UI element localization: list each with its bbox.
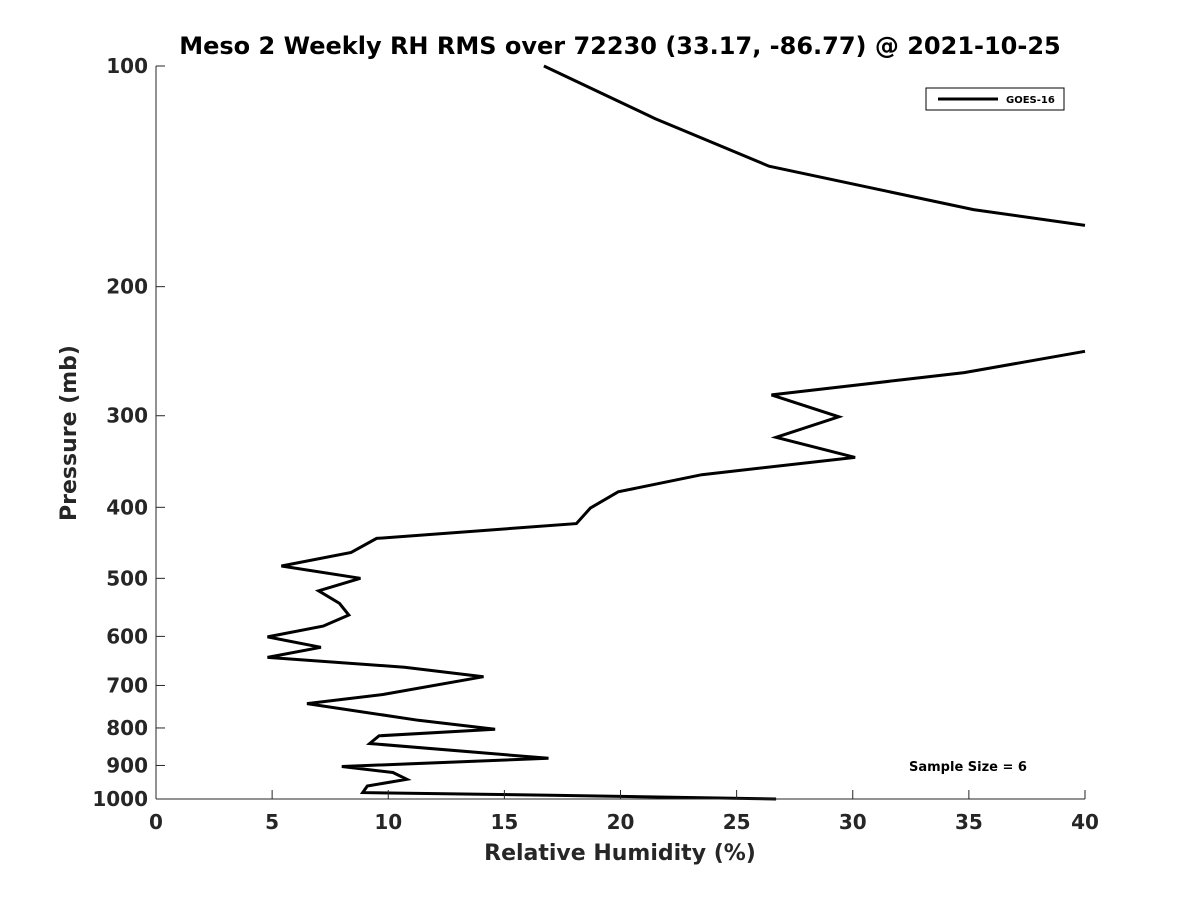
y-tick-label: 1000	[92, 787, 148, 811]
y-tick-label: 900	[106, 753, 148, 777]
y-tick-label: 100	[106, 54, 148, 78]
plot-area	[267, 64, 1086, 801]
y-tick-label: 300	[106, 404, 148, 428]
y-tick-label: 500	[106, 566, 148, 590]
chart-title: Meso 2 Weekly RH RMS over 72230 (33.17, …	[179, 32, 1061, 60]
x-tick-label: 0	[149, 810, 163, 834]
x-tick-label: 30	[839, 810, 867, 834]
legend-label-goes16: GOES-16	[1006, 95, 1055, 106]
x-tick-label: 15	[490, 810, 518, 834]
x-axis: 0 5 10 15 20 25 30 35 40	[149, 790, 1099, 834]
y-tick-label: 600	[106, 624, 148, 648]
x-tick-label: 35	[955, 810, 983, 834]
x-tick-label: 40	[1071, 810, 1099, 834]
x-tick-label: 5	[265, 810, 279, 834]
y-tick-label: 200	[106, 275, 148, 299]
series-line-goes16-segment-1	[543, 64, 1086, 227]
x-tick-label: 10	[374, 810, 402, 834]
x-tick-label: 20	[607, 810, 635, 834]
y-tick-label: 400	[106, 495, 148, 519]
y-axis-label: Pressure (mb)	[57, 345, 82, 521]
series-line-goes16-segment-2	[267, 349, 1086, 801]
x-tick-label: 25	[723, 810, 751, 834]
sample-size-annotation: Sample Size = 6	[909, 760, 1027, 775]
y-tick-label: 800	[106, 716, 148, 740]
y-tick-label: 700	[106, 673, 148, 697]
y-axis: 100 200 300 400 500 600 700 800 900 1000	[92, 54, 165, 811]
x-axis-label: Relative Humidity (%)	[484, 841, 756, 866]
legend: GOES-16	[925, 87, 1065, 111]
